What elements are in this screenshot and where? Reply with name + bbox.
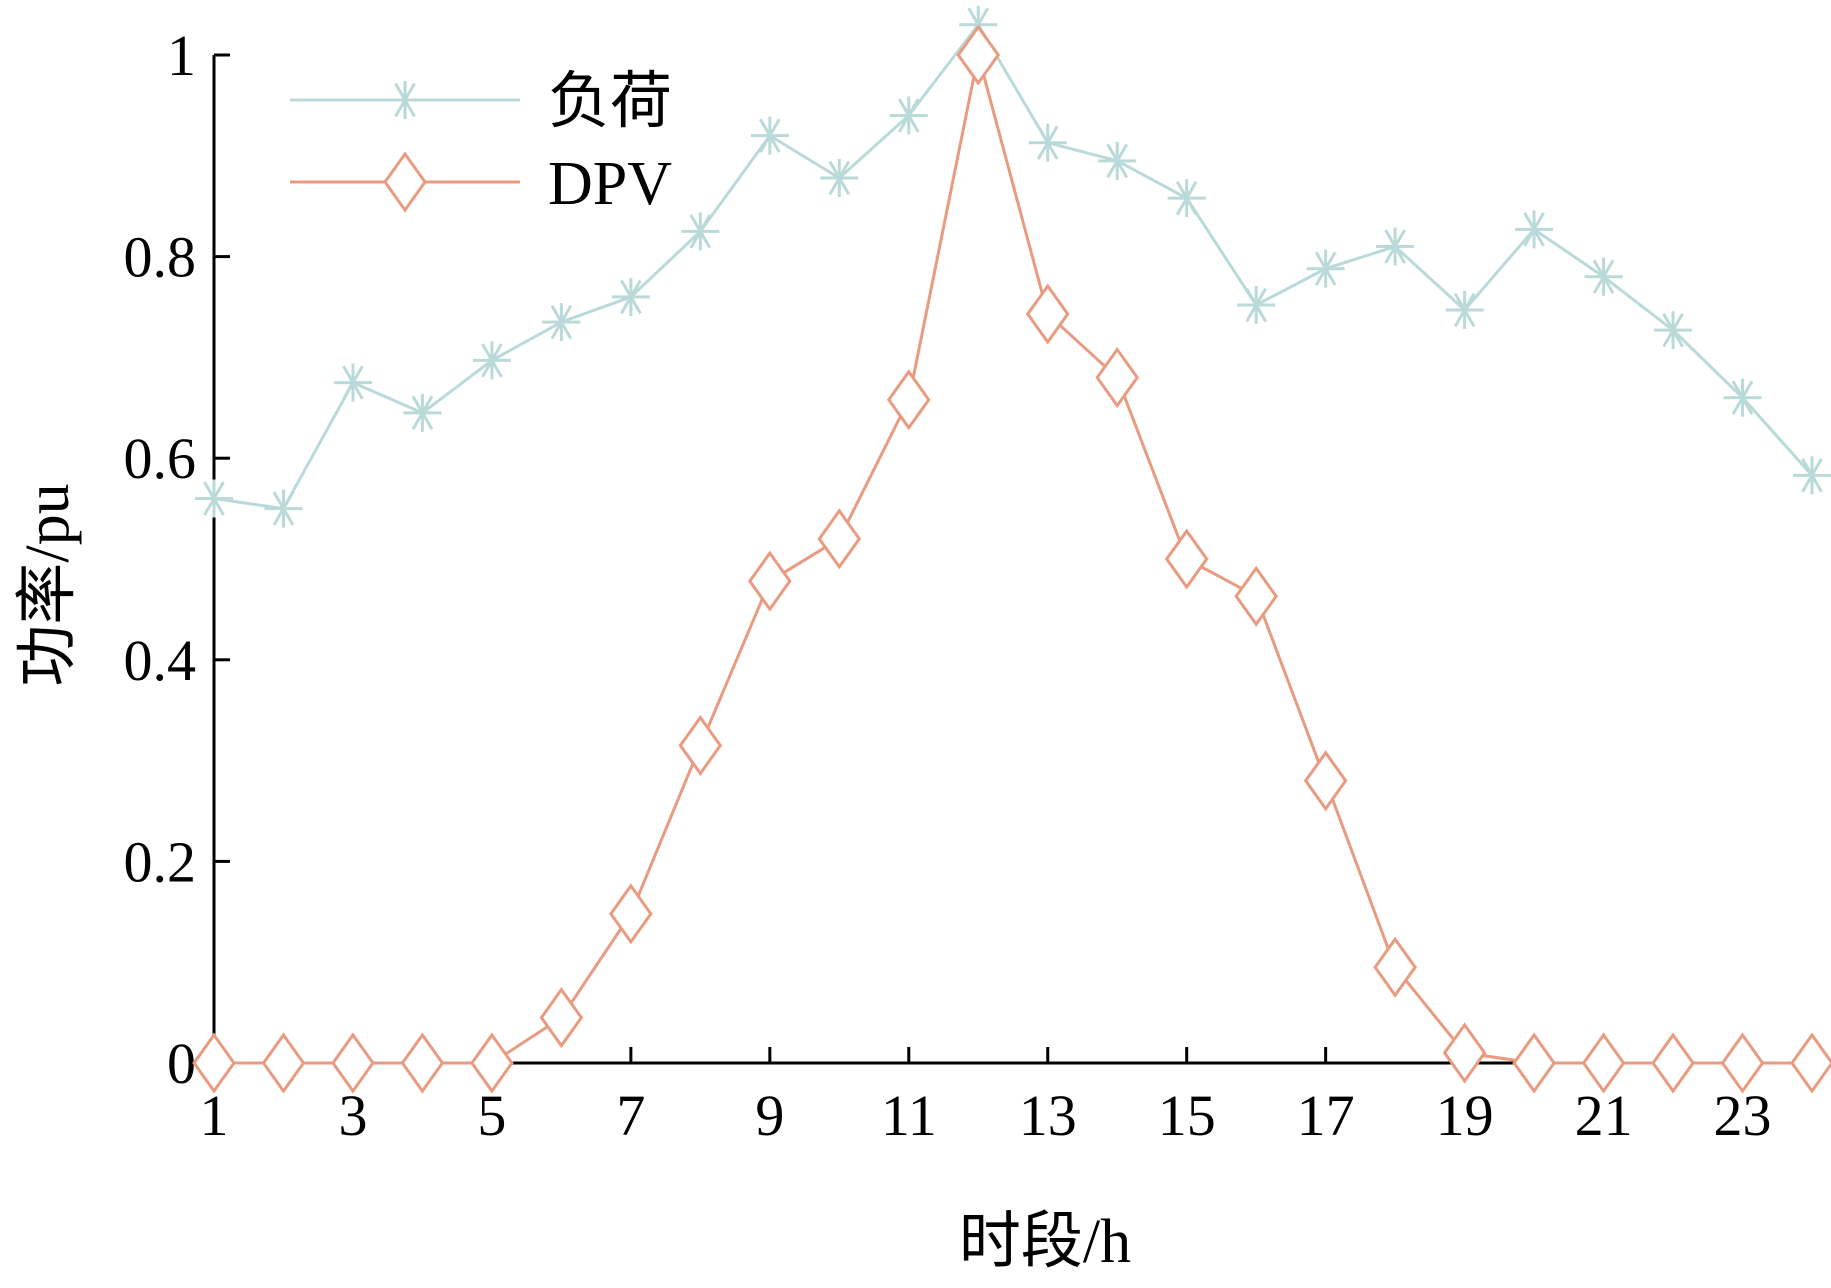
data-point: [1373, 936, 1417, 998]
legend-marker: [386, 81, 424, 119]
data-point: [889, 96, 928, 135]
data-point: [956, 24, 1001, 86]
data-point: [192, 1032, 236, 1094]
legend-label: DPV: [548, 150, 672, 218]
x-tick-label: 3: [338, 1083, 367, 1148]
data-point: [1720, 1032, 1765, 1094]
data-point: [1654, 311, 1693, 350]
data-point: [333, 363, 372, 402]
data-point: [1442, 1022, 1487, 1084]
y-tick-label: 0.4: [124, 628, 197, 693]
data-point: [609, 883, 653, 945]
y-tick-label: 1: [167, 23, 196, 88]
data-point: [678, 714, 723, 777]
data-point: [1512, 1032, 1556, 1094]
y-tick-label: 0.6: [124, 426, 197, 491]
data-point: [1167, 179, 1206, 218]
x-tick-label: 13: [1019, 1083, 1077, 1148]
x-tick-label: 23: [1714, 1083, 1772, 1148]
data-point: [1793, 456, 1831, 495]
series-line: [214, 54, 1812, 1065]
data-point: [1237, 285, 1276, 324]
y-axis-label: 功率/pu: [14, 483, 82, 686]
legend-item: 负荷: [290, 68, 672, 136]
data-point: [1723, 378, 1762, 417]
axes: [212, 53, 1812, 1065]
data-point: [750, 116, 789, 155]
series-line: [213, 22, 1814, 511]
data-point: [1376, 227, 1415, 266]
data-point: [747, 550, 792, 612]
x-tick-label: 21: [1575, 1083, 1633, 1148]
data-point: [1515, 210, 1554, 249]
x-tick-label: 11: [881, 1083, 937, 1148]
data-point: [817, 508, 862, 570]
data-point: [542, 303, 581, 342]
data-point: [1445, 291, 1484, 330]
data-point: [1234, 565, 1279, 627]
x-tick-label: 19: [1436, 1083, 1494, 1148]
data-point: [1581, 1032, 1626, 1094]
y-tick-label: 0.8: [124, 225, 197, 290]
data-point: [470, 1032, 514, 1094]
x-tick-label: 9: [755, 1083, 784, 1148]
data-point: [472, 341, 511, 380]
data-point: [539, 987, 584, 1049]
data-point: [820, 158, 859, 197]
data-point: [886, 369, 931, 431]
data-point: [400, 1032, 445, 1094]
data-point: [403, 393, 442, 432]
data-point: [1790, 1032, 1831, 1094]
x-tick-label: 17: [1297, 1083, 1355, 1148]
data-point: [1651, 1032, 1695, 1094]
y-tick-label: 0.2: [124, 829, 197, 894]
data-point: [1584, 257, 1623, 296]
legend-marker: [383, 151, 427, 213]
series-dpv: [192, 24, 1831, 1094]
tick-labels: 00.20.40.60.811 3 5 7 9 11 13 15 17 19 21 23: [124, 23, 1772, 1148]
x-tick-label: 1: [200, 1083, 229, 1148]
y-tick-label: 0: [167, 1031, 196, 1096]
x-axis-label: 时段/h: [959, 1208, 1131, 1276]
series-layer: [192, 5, 1831, 1094]
x-tick-label: 5: [477, 1083, 506, 1148]
data-point: [1025, 283, 1070, 345]
legend-label: 负荷: [548, 68, 672, 136]
data-point: [261, 1032, 306, 1094]
data-point: [331, 1032, 375, 1094]
data-point: [1098, 141, 1137, 180]
legend: 负荷 DPV: [290, 68, 672, 218]
data-point: [1303, 750, 1348, 812]
series-load: [195, 5, 1831, 528]
data-point: [1095, 346, 1140, 409]
data-point: [1164, 528, 1209, 590]
data-point: [264, 489, 303, 528]
x-tick-label: 15: [1158, 1083, 1216, 1148]
data-point: [681, 212, 720, 251]
data-point: [1028, 123, 1067, 162]
x-tick-label: 7: [616, 1083, 645, 1148]
data-point: [1306, 249, 1345, 288]
legend-item: DPV: [290, 150, 672, 218]
data-point: [611, 277, 650, 316]
data-point: [195, 479, 233, 518]
